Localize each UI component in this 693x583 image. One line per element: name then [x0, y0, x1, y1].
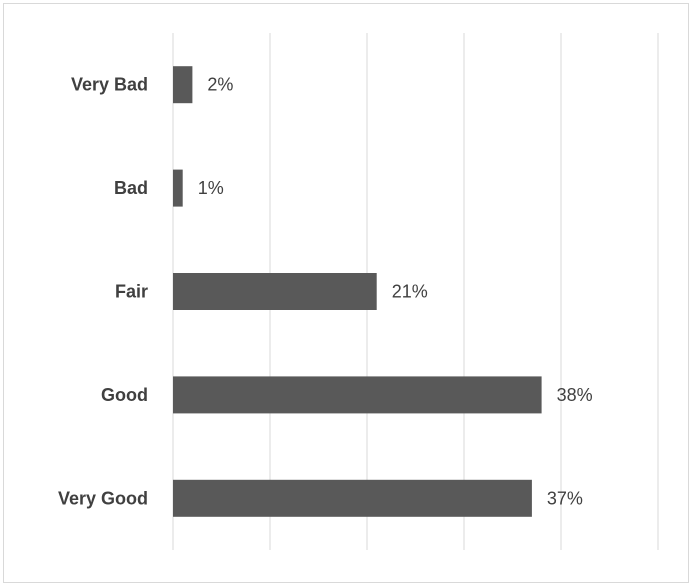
category-label: Fair — [115, 282, 148, 302]
bar — [173, 66, 193, 104]
bar — [173, 273, 377, 310]
bar — [173, 169, 183, 207]
bar — [173, 479, 532, 517]
bars — [173, 66, 542, 517]
data-label: 21% — [392, 282, 428, 302]
data-label: 37% — [547, 488, 583, 508]
category-label: Very Bad — [71, 75, 148, 95]
data-label: 1% — [198, 178, 224, 198]
data-label: 2% — [207, 75, 233, 95]
grid-lines — [172, 33, 659, 550]
bar — [173, 376, 542, 414]
category-label: Very Good — [58, 488, 148, 508]
labels: Very Bad 2% Bad 1% Fair 21% Good 38% Very Good 37… — [58, 75, 593, 509]
data-label: 38% — [557, 385, 593, 405]
category-label: Bad — [114, 178, 148, 198]
category-label: Good — [101, 385, 148, 405]
